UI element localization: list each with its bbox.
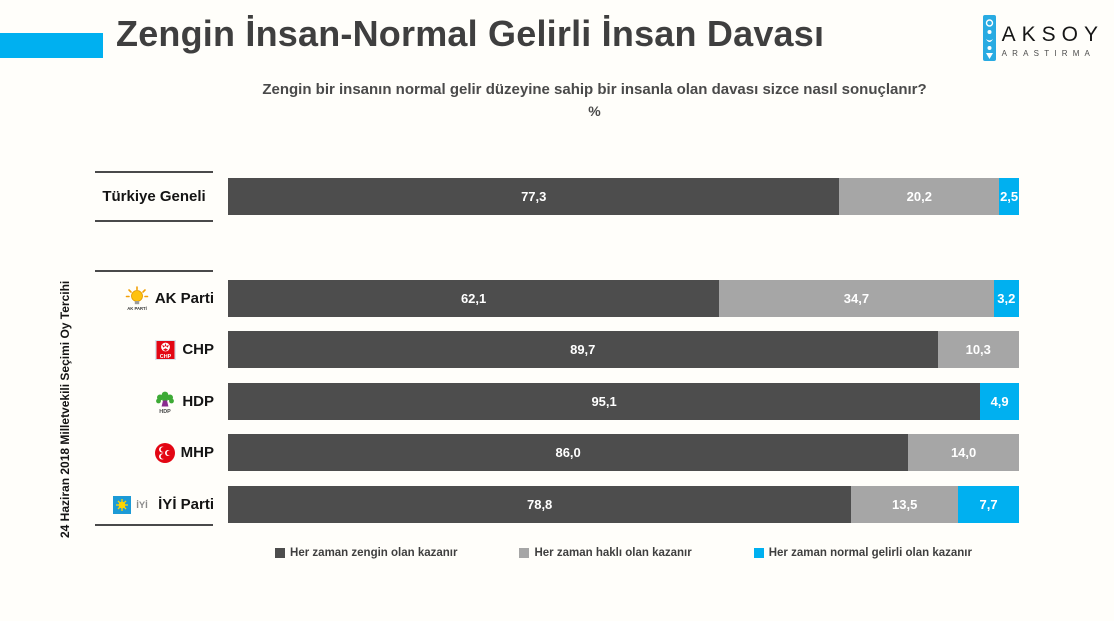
category-label-akparti: AK PARTİ AK Parti	[94, 280, 214, 317]
legend-item: Her zaman normal gelirli olan kazanır	[753, 547, 972, 559]
category-name: CHP	[182, 341, 214, 358]
chart-question: Zengin bir insanın normal gelir düzeyine…	[262, 81, 927, 98]
logo-name: AKSOY	[1001, 23, 1104, 46]
bar-segment: 3,2	[993, 280, 1019, 317]
svg-text:CHP: CHP	[160, 354, 172, 360]
mhp-logo-icon	[154, 442, 176, 464]
bar-segment: 89,7	[228, 331, 938, 368]
stacked-bar: 78,8 13,5 7,7	[228, 486, 1019, 523]
svg-text:AK PARTİ: AK PARTİ	[127, 306, 146, 311]
svg-text:HDP: HDP	[160, 409, 172, 414]
category-label-turkiye-geneli: Türkiye Geneli	[94, 178, 214, 215]
stacked-bar: 77,3 20,2 2,5	[228, 178, 1019, 215]
stacked-bar: 89,7 10,3	[228, 331, 1019, 368]
unit-label: %	[588, 103, 601, 119]
legend-swatch-icon	[519, 548, 530, 558]
legend-swatch-icon	[275, 548, 286, 558]
bar-segment: 77,3	[228, 178, 840, 215]
category-name: AK Parti	[154, 290, 214, 307]
category-label-mhp: MHP	[94, 434, 214, 471]
label-divider	[95, 270, 213, 272]
stacked-bar: 86,0 14,0	[228, 434, 1019, 471]
label-divider	[95, 524, 213, 526]
page-title: Zengin İnsan-Normal Gelirli İnsan Davası	[116, 13, 825, 54]
category-label-hdp: HDP HDP	[94, 383, 214, 420]
bar-segment: 4,9	[980, 383, 1019, 420]
bar-segment: 10,3	[937, 331, 1019, 368]
chp-logo-icon: CHP	[154, 339, 177, 361]
category-name: Türkiye Geneli	[102, 188, 206, 205]
legend-label: Her zaman zengin olan kazanır	[290, 547, 458, 559]
vote-preference-axis-note: 24 Haziran 2018 Milletvekili Seçimi Oy T…	[58, 280, 72, 538]
title-accent-bar	[0, 33, 103, 58]
bar-segment: 20,2	[839, 178, 1000, 215]
iyiparti-logo-icon: İYİ	[113, 495, 153, 515]
bar-segment: 62,1	[228, 280, 720, 317]
category-name: İYİ Parti	[158, 496, 214, 513]
label-divider	[95, 171, 213, 173]
aksoy-logo-ornament-icon	[982, 15, 997, 66]
bar-segment: 95,1	[228, 383, 981, 420]
chart-legend: Her zaman zengin olan kazanır Her zaman h…	[228, 547, 1019, 559]
svg-text:İYİ: İYİ	[136, 500, 148, 511]
aksoy-logo: AKSOY ARASTIRMA	[982, 15, 1104, 66]
hdp-logo-icon: HDP	[153, 390, 177, 414]
legend-item: Her zaman haklı olan kazanır	[519, 547, 692, 559]
bar-segment: 34,7	[719, 280, 994, 317]
stacked-bar: 95,1 4,9	[228, 383, 1019, 420]
legend-label: Her zaman normal gelirli olan kazanır	[768, 547, 972, 559]
bar-segment: 78,8	[228, 486, 852, 523]
logo-tagline: ARASTIRMA	[1001, 49, 1096, 58]
bar-segment: 7,7	[958, 486, 1019, 523]
legend-swatch-icon	[753, 548, 764, 558]
bar-segment: 86,0	[228, 434, 909, 471]
category-label-iyiparti: İYİ İYİ Parti	[94, 486, 214, 523]
bar-segment: 2,5	[999, 178, 1019, 215]
category-name: MHP	[180, 444, 214, 461]
bar-segment: 13,5	[851, 486, 959, 523]
akparti-logo-icon: AK PARTİ	[124, 286, 150, 311]
category-label-chp: CHP CHP	[94, 331, 214, 368]
stacked-bar: 62,1 34,7 3,2	[228, 280, 1019, 317]
category-name: HDP	[182, 393, 214, 410]
legend-label: Her zaman haklı olan kazanır	[534, 547, 692, 559]
legend-item: Her zaman zengin olan kazanır	[275, 547, 457, 559]
bar-segment: 14,0	[908, 434, 1019, 471]
label-divider	[95, 220, 213, 222]
